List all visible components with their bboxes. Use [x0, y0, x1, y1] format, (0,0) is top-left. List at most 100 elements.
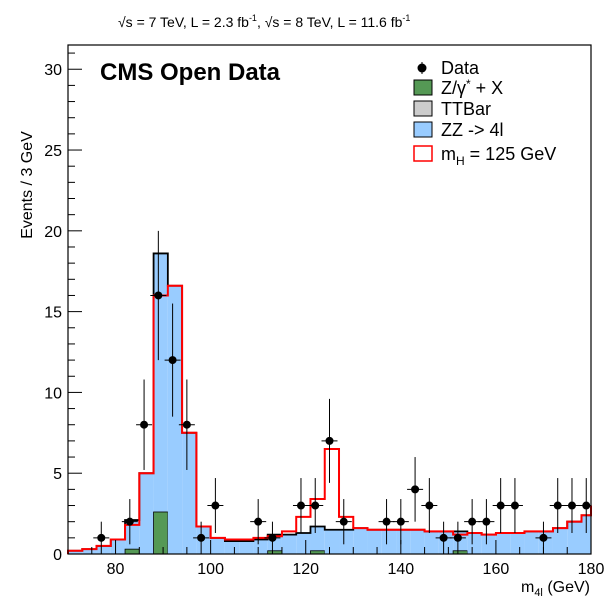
- data-point-marker: [325, 436, 334, 445]
- data-point-marker: [453, 533, 462, 542]
- bar-zz: [396, 529, 411, 554]
- data-point-group: [178, 379, 195, 470]
- x-tick-label: 180: [578, 561, 605, 578]
- data-point-group: [392, 499, 409, 545]
- y-axis-title: Events / 3 GeV: [19, 131, 36, 239]
- data-point-group: [93, 521, 110, 554]
- legend-label-zgamma: Z/γ* + X: [441, 77, 503, 98]
- legend-label-zgamma-main: Z/γ: [441, 78, 466, 98]
- energy-header: √s = 7 TeV, L = 2.3 fb-1, √s = 8 TeV, L …: [118, 13, 410, 30]
- data-point-group: [421, 478, 438, 533]
- bar-zz: [524, 531, 539, 554]
- cms-open-data-title: CMS Open Data: [100, 59, 281, 86]
- legend-swatch-zz: [413, 121, 433, 138]
- legend-label-higgs: mH = 125 GeV: [441, 144, 556, 168]
- data-point-group: [506, 478, 523, 533]
- data-point-marker: [268, 533, 277, 542]
- data-point-group: [449, 521, 466, 554]
- y-tick-label: 25: [44, 143, 62, 160]
- y-tick-label: 5: [53, 466, 62, 483]
- x-tick-label: 80: [107, 561, 125, 578]
- bar-zz: [139, 473, 154, 554]
- legend-swatch-higgs: [413, 145, 433, 162]
- energy-header-8tev-sup: -1: [402, 13, 410, 23]
- data-point-group: [464, 499, 481, 545]
- x-axis-title-main: m: [521, 579, 534, 596]
- data-point-marker: [539, 533, 548, 542]
- bar-zgamma: [124, 548, 140, 555]
- legend-label-zgamma-tail: + X: [471, 78, 504, 98]
- data-point-marker: [311, 501, 320, 510]
- signal-step-line: [67, 284, 592, 554]
- data-point-marker: [396, 517, 405, 526]
- bar-zz: [339, 529, 354, 554]
- higgs-signal-outline: [67, 284, 592, 554]
- energy-header-7tev: √s = 7 TeV, L = 2.3 fb: [118, 14, 249, 30]
- x-tick-label: 120: [292, 561, 319, 578]
- x-tick-label: 160: [483, 561, 510, 578]
- data-point-marker: [553, 501, 562, 510]
- data-point-marker: [211, 501, 220, 510]
- data-point-marker: [254, 517, 263, 526]
- y-tick-label: 20: [44, 224, 62, 241]
- data-point-group: [207, 478, 224, 533]
- data-point-group: [193, 521, 210, 554]
- data-point-group: [321, 398, 338, 483]
- bar-zz: [324, 529, 340, 554]
- legend-label-data: Data: [441, 58, 480, 78]
- bar-zz: [125, 520, 140, 550]
- y-tick-label: 15: [44, 305, 62, 322]
- data-point-group: [549, 478, 566, 533]
- data-point-group: [378, 499, 395, 545]
- legend-label-higgs-tail: = 125 GeV: [465, 144, 557, 164]
- bar-zz: [167, 285, 183, 554]
- energy-header-7tev-sup: -1: [249, 13, 257, 23]
- bar-zz: [367, 529, 382, 554]
- bar-zz: [110, 539, 126, 554]
- data-point-marker: [296, 501, 305, 510]
- legend-swatch-zgamma: [413, 79, 433, 96]
- stacked-histogram: [67, 252, 592, 555]
- data-point-marker: [468, 517, 477, 526]
- legend-swatch-ttbar: [413, 100, 433, 117]
- data-point-marker: [425, 501, 434, 510]
- data-point-group: [307, 478, 324, 533]
- data-point-marker: [154, 291, 163, 300]
- data-points: [93, 230, 591, 554]
- data-point-group: [136, 379, 153, 470]
- legend: Data Z/γ* + X TTBar ZZ -> 4l mH = 125 Ge…: [413, 58, 556, 168]
- x-tick-label: 140: [387, 561, 414, 578]
- data-point-marker: [482, 517, 491, 526]
- legend-label-zgamma-sup: *: [466, 77, 471, 91]
- data-point-group: [563, 478, 580, 533]
- data-point-marker: [496, 501, 505, 510]
- y-tick-label: 0: [53, 547, 62, 564]
- x-axis-title-sub: 4l: [534, 587, 543, 599]
- data-point-group: [150, 230, 167, 361]
- bar-zz: [296, 532, 311, 554]
- bar-zz: [381, 529, 397, 554]
- legend-label-higgs-main: m: [441, 144, 456, 164]
- axes: 80 100 120 140 160 180 0 5 10 15 20 25 30: [44, 52, 605, 578]
- bar-zz: [552, 528, 568, 554]
- data-point-group: [292, 478, 309, 533]
- data-point-marker: [411, 485, 420, 494]
- data-point-group: [164, 303, 181, 417]
- data-point-group: [335, 499, 352, 545]
- data-point-group: [492, 478, 509, 533]
- bar-zz: [581, 515, 591, 554]
- bar-zz: [281, 534, 297, 554]
- legend-label-ttbar: TTBar: [441, 99, 491, 119]
- data-point-marker: [567, 501, 576, 510]
- bar-zz: [239, 541, 254, 554]
- bar-zz: [510, 532, 525, 554]
- bar-zz: [224, 541, 240, 554]
- y-tick-label: 10: [44, 385, 62, 402]
- data-point-group: [435, 521, 452, 554]
- data-point-group: [250, 499, 267, 545]
- bar-zz: [182, 432, 197, 554]
- data-point-marker: [140, 420, 149, 429]
- bar-zz: [495, 532, 511, 554]
